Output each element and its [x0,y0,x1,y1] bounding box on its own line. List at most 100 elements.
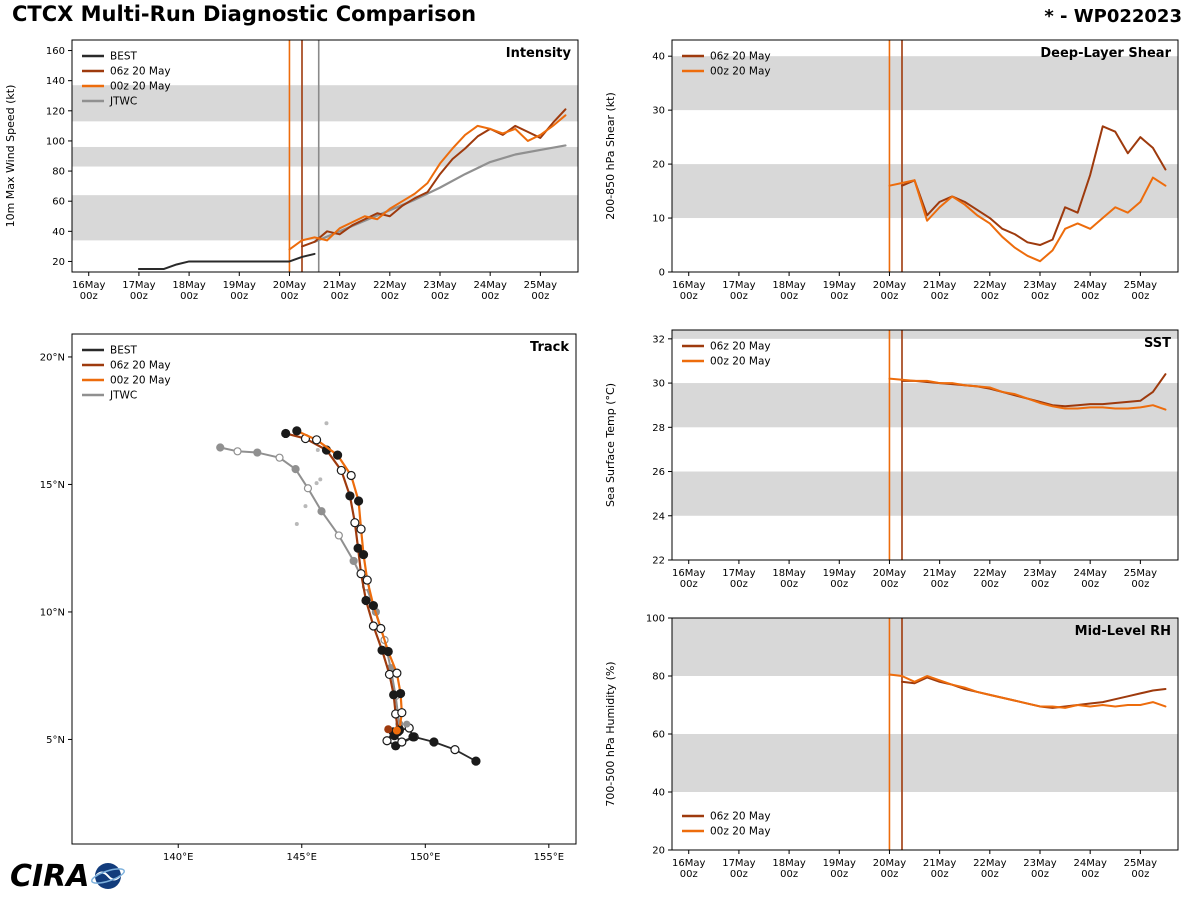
svg-text:20: 20 [652,846,665,857]
svg-text:00z 20 May: 00z 20 May [710,356,771,368]
svg-text:06z 20 May: 06z 20 May [710,341,771,353]
svg-text:10°N: 10°N [40,607,65,618]
svg-text:100: 100 [646,614,665,625]
svg-text:00z 20 May: 00z 20 May [710,66,771,78]
cira-logo-text: CIRA [10,859,90,894]
svg-text:06z 20 May: 06z 20 May [710,51,771,63]
svg-text:10: 10 [652,214,665,225]
svg-text:20°N: 20°N [40,352,65,363]
svg-text:20: 20 [52,257,65,268]
svg-text:JTWC: JTWC [109,96,137,108]
page-title: CTCX Multi-Run Diagnostic Comparison [12,2,477,26]
svg-text:80: 80 [652,672,665,683]
svg-text:60: 60 [52,197,65,208]
svg-text:28: 28 [652,423,665,434]
rh-panel: 20 40 60 80 100 16May 00z 17May 00z 18May 00z 19May… [604,614,1179,880]
svg-text:40: 40 [652,788,665,799]
svg-text:40: 40 [52,227,65,238]
svg-text:SST: SST [1144,336,1171,351]
svg-text:00z 20 May: 00z 20 May [110,81,171,93]
svg-text:Intensity: Intensity [506,46,572,61]
svg-text:80: 80 [52,167,65,178]
svg-text:32: 32 [652,334,665,345]
storm-id: * - WP022023 [1044,6,1182,27]
cira-globe-wave [95,871,121,881]
svg-text:Mid-Level RH: Mid-Level RH [1075,624,1171,639]
svg-text:06z 20 May: 06z 20 May [110,66,171,78]
svg-text:BEST: BEST [110,51,138,63]
svg-text:06z 20 May: 06z 20 May [110,360,171,372]
svg-text:120: 120 [46,106,65,117]
svg-text:Deep-Layer Shear: Deep-Layer Shear [1040,46,1171,61]
svg-text:26: 26 [652,467,665,478]
svg-text:JTWC: JTWC [109,390,137,402]
svg-text:200-850 hPa Shear (kt): 200-850 hPa Shear (kt) [604,92,617,220]
sst-panel: 22 24 26 28 30 32 16May 00z 17May 00z 18May 00z 19Ma… [604,329,1179,590]
svg-text:160: 160 [46,46,65,57]
svg-text:5°N: 5°N [46,735,65,746]
cira-logo: CIRA [10,859,125,894]
svg-text:30: 30 [652,379,665,390]
svg-text:30: 30 [652,106,665,117]
svg-text:10m Max Wind Speed (kt): 10m Max Wind Speed (kt) [4,85,17,228]
cira-globe-orbit [91,868,125,884]
svg-text:150°E: 150°E [410,852,440,863]
svg-text:60: 60 [652,730,665,741]
svg-text:Sea Surface Temp (°C): Sea Surface Temp (°C) [604,383,617,507]
shear-panel: 0 10 20 30 40 16May 00z 17May 00z 18May 00z 19May 00… [604,39,1179,302]
svg-text:00z 20 May: 00z 20 May [710,826,771,838]
svg-text:145°E: 145°E [287,852,317,863]
svg-text:BEST: BEST [110,345,138,357]
svg-text:700-500 hPa Humidity (%): 700-500 hPa Humidity (%) [604,661,617,806]
svg-text:06z 20 May: 06z 20 May [710,811,771,823]
svg-text:40: 40 [652,52,665,63]
svg-text:140: 140 [46,76,65,87]
intensity-panel: 20 40 60 80 100 120 140 160 16May 00z 17May 00z 18Ma… [4,39,579,302]
svg-text:15°N: 15°N [40,480,65,491]
svg-text:00z 20 May: 00z 20 May [110,375,171,387]
svg-text:Track: Track [530,340,569,355]
track-panel: 5°N 10°N 15°N 20°N 140°E 145°E 150°E 155°E Track… [40,333,577,863]
svg-text:22: 22 [652,556,665,567]
svg-text:20: 20 [652,160,665,171]
svg-text:0: 0 [659,268,665,279]
svg-text:140°E: 140°E [163,852,193,863]
